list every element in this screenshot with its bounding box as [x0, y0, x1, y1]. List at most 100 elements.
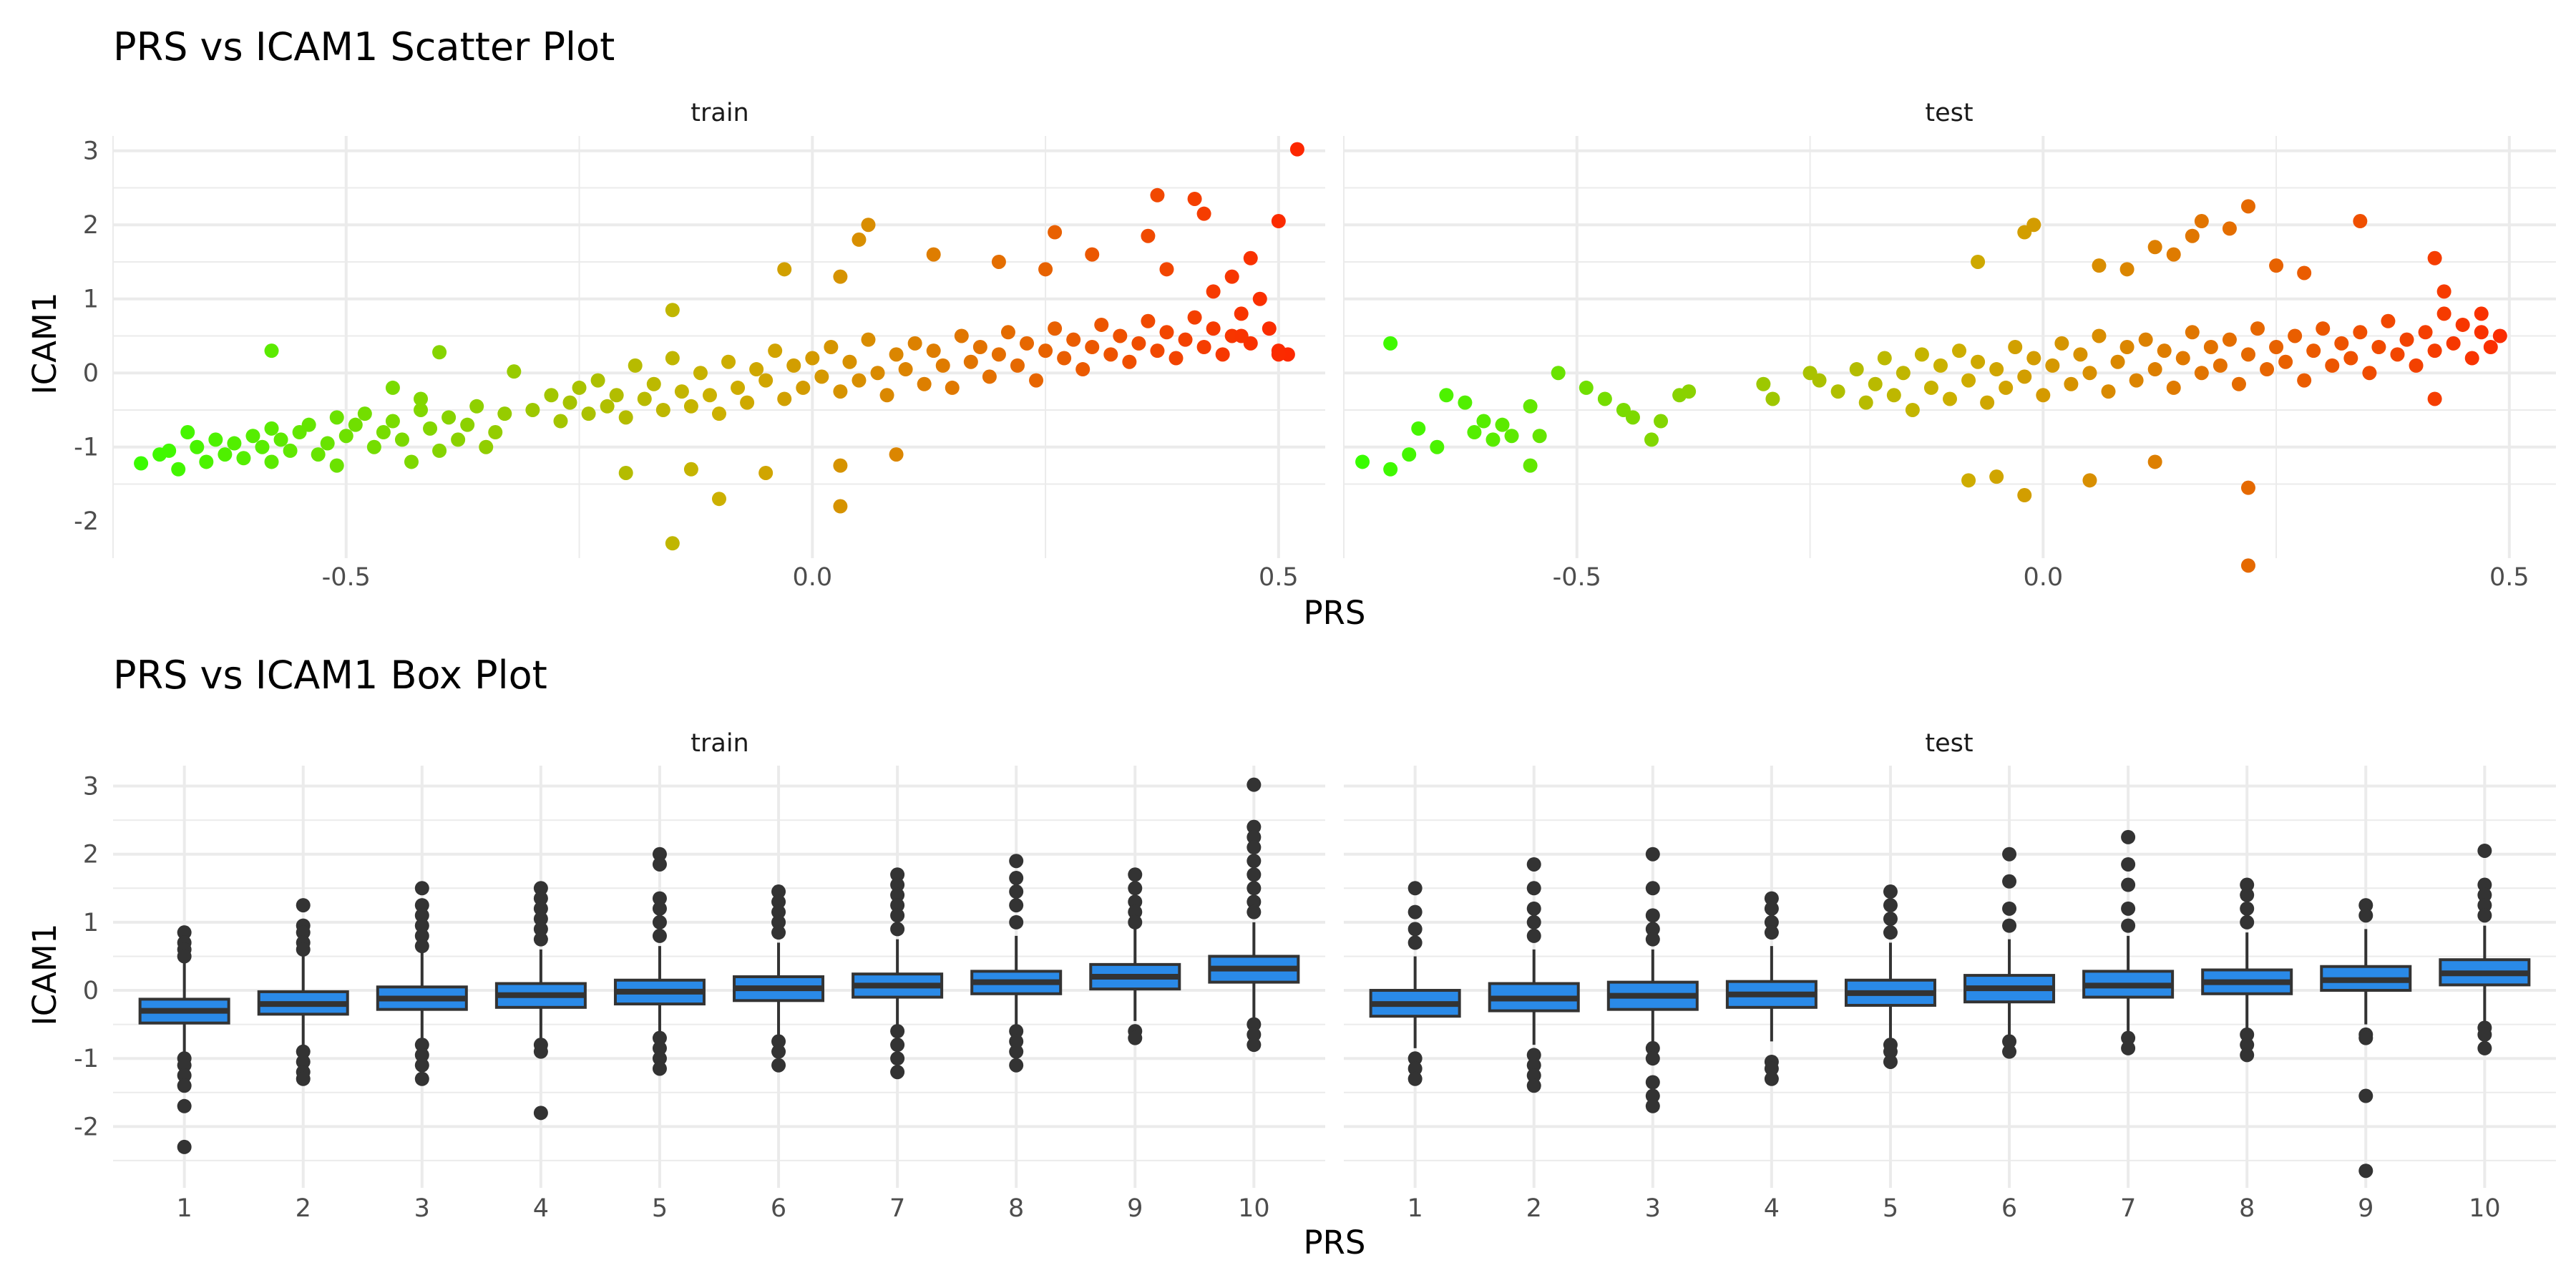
scatter-point	[2343, 351, 2358, 366]
scatter-point	[2185, 228, 2200, 243]
scatter-point	[1476, 414, 1491, 429]
boxplot-outlier	[2477, 887, 2492, 902]
scatter-facet-label-train: train	[691, 99, 748, 127]
scatter-point	[683, 399, 698, 414]
boxplot-outlier	[1645, 908, 1660, 923]
scatter-point	[1289, 142, 1304, 157]
boxplot-outlier	[1645, 1051, 1660, 1066]
scatter-point	[190, 439, 205, 454]
scatter-point	[2455, 317, 2470, 332]
boxplot-x-tick-label: 7	[889, 1194, 905, 1223]
scatter-point	[1961, 373, 1976, 388]
scatter-point	[1961, 473, 1976, 488]
boxplot-outlier	[1883, 912, 1898, 927]
scatter-point	[1038, 343, 1053, 358]
boxplot-x-tick-label: 9	[1127, 1194, 1143, 1223]
scatter-point	[1075, 362, 1091, 377]
scatter-point	[731, 380, 746, 395]
scatter-point	[2353, 214, 2368, 229]
scatter-point	[2222, 221, 2237, 236]
boxplot-outlier	[533, 881, 548, 896]
scatter-point	[814, 369, 829, 384]
scatter-point	[2269, 340, 2284, 354]
boxplot-outlier	[1009, 1058, 1024, 1073]
boxplot-outlier	[177, 1078, 192, 1093]
boxplot-outlier	[771, 884, 786, 899]
boxplot-facet-label-test: test	[1925, 729, 1973, 758]
scatter-point	[1504, 429, 1519, 444]
scatter-point	[329, 458, 344, 473]
boxplot-outlier	[1246, 904, 1262, 919]
scatter-y-axis-title: ICAM1	[26, 293, 64, 395]
scatter-point	[2036, 388, 2051, 403]
scatter-point	[1187, 191, 1202, 206]
scatter-point	[414, 402, 429, 417]
scatter-point	[553, 414, 568, 429]
scatter-point	[2045, 358, 2060, 373]
boxplot-outlier	[1883, 1044, 1898, 1059]
scatter-point	[1113, 328, 1128, 343]
scatter-point	[1206, 284, 1221, 299]
scatter-point	[1625, 410, 1640, 425]
boxplot-outlier	[652, 1051, 667, 1066]
boxplot-outlier	[1526, 901, 1541, 916]
boxplot-outlier	[1645, 1075, 1660, 1090]
scatter-point	[2026, 351, 2041, 366]
scatter-point	[935, 358, 950, 373]
scatter-point	[572, 380, 587, 395]
boxplot-outlier	[771, 914, 786, 930]
boxplot-x-tick-label: 6	[2001, 1194, 2017, 1223]
scatter-point	[2240, 347, 2255, 362]
scatter-point	[1224, 269, 1239, 284]
boxplot-outlier	[1526, 881, 1541, 896]
scatter-point	[338, 429, 353, 444]
scatter-point	[1523, 458, 1538, 473]
scatter-point	[488, 425, 503, 440]
scatter-point	[1579, 380, 1594, 395]
scatter-point	[2492, 328, 2507, 343]
scatter-point	[1411, 421, 1426, 436]
scatter-point	[1905, 402, 1920, 417]
boxplot-outlier	[1009, 898, 1024, 913]
boxplot-outlier	[1246, 1017, 1262, 1032]
boxplot-outlier	[2121, 857, 2136, 872]
scatter-point	[1999, 380, 2014, 395]
scatter-point	[469, 399, 484, 414]
boxplot-x-tick-label: 5	[652, 1194, 668, 1223]
boxplot-outlier	[533, 1044, 548, 1059]
boxplot-outlier	[890, 867, 905, 882]
scatter-point	[1029, 373, 1044, 388]
scatter-point	[852, 232, 867, 247]
boxplot-outlier	[1645, 1088, 1660, 1103]
scatter-point	[833, 458, 848, 473]
boxplot-x-tick-label: 1	[1407, 1194, 1423, 1223]
scatter-y-tick-label: 3	[83, 137, 99, 166]
scatter-point	[833, 269, 848, 284]
boxplot-outlier	[1246, 867, 1262, 882]
scatter-point	[245, 429, 260, 444]
scatter-point	[1896, 366, 1911, 381]
boxplot-x-tick-label: 10	[1238, 1194, 1270, 1223]
boxplot-outlier	[1009, 1044, 1024, 1059]
scatter-point	[1150, 343, 1165, 358]
boxplot-outlier	[1009, 871, 1024, 886]
scatter-point	[2316, 321, 2331, 336]
boxplot-outlier	[414, 928, 429, 943]
boxplot-x-tick-label: 8	[2239, 1194, 2255, 1223]
scatter-point	[683, 462, 698, 477]
scatter-point	[1141, 228, 1156, 243]
boxplot-outlier	[652, 857, 667, 872]
scatter-point	[618, 410, 633, 425]
boxplot-x-tick-label: 4	[1764, 1194, 1780, 1223]
boxplot-outlier	[1764, 901, 1779, 916]
scatter-point	[1756, 376, 1771, 391]
boxplot-outlier	[2002, 1044, 2017, 1059]
boxplot-outlier	[1526, 1058, 1541, 1073]
scatter-point	[2427, 250, 2442, 265]
boxplot-outlier	[296, 1044, 311, 1059]
scatter-point	[1262, 321, 1277, 336]
scatter-point	[311, 447, 326, 462]
scatter-point	[1933, 358, 1948, 373]
boxplot-outlier	[414, 908, 429, 923]
scatter-point	[1980, 395, 1995, 410]
